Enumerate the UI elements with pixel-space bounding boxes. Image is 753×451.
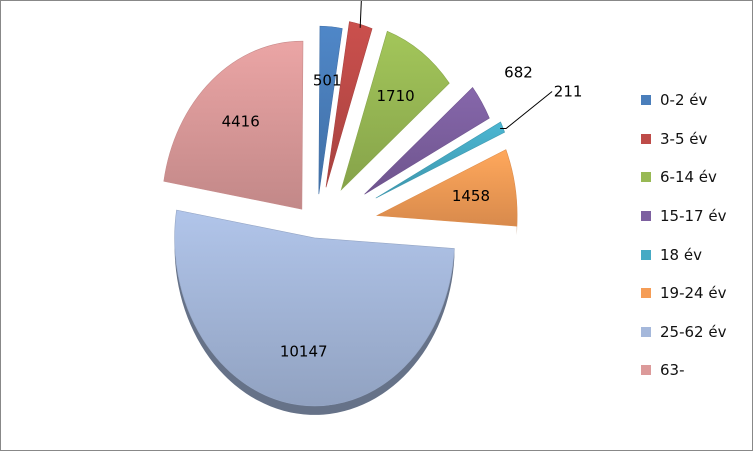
- legend-label: 15-17 év: [660, 207, 727, 226]
- data-label: 211: [554, 83, 583, 101]
- data-label: 10147: [280, 342, 328, 360]
- legend-item: 6-14 év: [641, 158, 751, 197]
- legend-swatch: [641, 133, 651, 144]
- legend-label: 3-5 év: [660, 129, 708, 148]
- legend-swatch: [641, 365, 651, 376]
- legend-swatch: [641, 288, 651, 299]
- pie-chart: 50152317106822111458101474416: [163, 1, 583, 415]
- pie-slice: [174, 209, 455, 407]
- pie-slice: [375, 121, 505, 199]
- legend-label: 19-24 év: [660, 284, 727, 303]
- pie-slice: [318, 25, 343, 195]
- legend-label: 0-2 év: [660, 91, 708, 110]
- data-label: 682: [504, 63, 533, 81]
- legend-label: 63-: [660, 361, 685, 380]
- pie-slice: [163, 40, 304, 210]
- legend: 0-2 év 3-5 év 6-14 év 15-17 év 18 év 19-24 év…: [641, 81, 751, 390]
- data-label: 501: [313, 71, 342, 89]
- legend-swatch: [641, 95, 651, 106]
- legend-item: 15-17 év: [641, 197, 751, 236]
- legend-item: 19-24 év: [641, 274, 751, 313]
- data-label: 4416: [222, 113, 260, 131]
- leader-line: [359, 1, 362, 28]
- legend-label: 6-14 év: [660, 168, 717, 187]
- legend-swatch: [641, 172, 651, 183]
- legend-item: 63-: [641, 351, 751, 390]
- data-label: 1710: [377, 87, 415, 105]
- legend-label: 18 év: [660, 245, 702, 264]
- legend-swatch: [641, 249, 651, 260]
- pie-slice: [340, 30, 450, 191]
- legend-item: 25-62 év: [641, 313, 751, 352]
- legend-swatch: [641, 326, 651, 337]
- pie-slice: [325, 21, 373, 188]
- legend-item: 18 év: [641, 235, 751, 274]
- pie-slice: [376, 149, 518, 227]
- legend-swatch: [641, 211, 651, 222]
- legend-item: 3-5 év: [641, 120, 751, 159]
- data-label: 1458: [452, 187, 490, 205]
- leader-line: [500, 91, 553, 129]
- pie-slice: [364, 87, 490, 195]
- legend-item: 0-2 év: [641, 81, 751, 120]
- legend-label: 25-62 év: [660, 322, 727, 341]
